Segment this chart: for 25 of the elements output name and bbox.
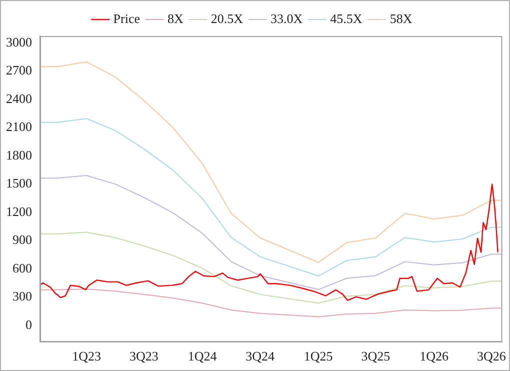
legend-label: 58X [390, 10, 413, 26]
legend-label: 8X [168, 10, 184, 26]
y-tick-label: 3000 [6, 34, 32, 50]
y-tick-label: 300 [12, 288, 32, 304]
y-tick-label: 0 [26, 316, 32, 332]
y-tick-label: 1800 [6, 147, 32, 162]
y-tick-label: 600 [12, 260, 32, 276]
x-tick-label: 1Q26 [420, 348, 449, 364]
y-tick-label: 2100 [6, 119, 32, 134]
y-tick-label: 1200 [6, 204, 32, 219]
x-tick-label: 1Q25 [304, 348, 333, 364]
legend-label: 33.0X [270, 10, 304, 26]
y-tick-label: 900 [12, 232, 32, 248]
x-tick-label: 3Q26 [476, 348, 506, 364]
x-tick-label: 1Q23 [72, 348, 102, 364]
legend-label: 20.5X [210, 10, 244, 26]
y-tick-label: 2400 [6, 90, 32, 106]
x-tick-label: 3Q24 [246, 348, 275, 364]
y-tick-label: 2700 [6, 62, 32, 78]
x-tick-label: 1Q24 [188, 348, 218, 364]
legend-label: 45.5X [330, 10, 363, 26]
y-tick-label: 1500 [6, 176, 32, 191]
legend-label: Price [113, 10, 140, 26]
x-tick-label: 3Q23 [130, 348, 158, 364]
x-tick-label: 3Q25 [361, 348, 390, 364]
